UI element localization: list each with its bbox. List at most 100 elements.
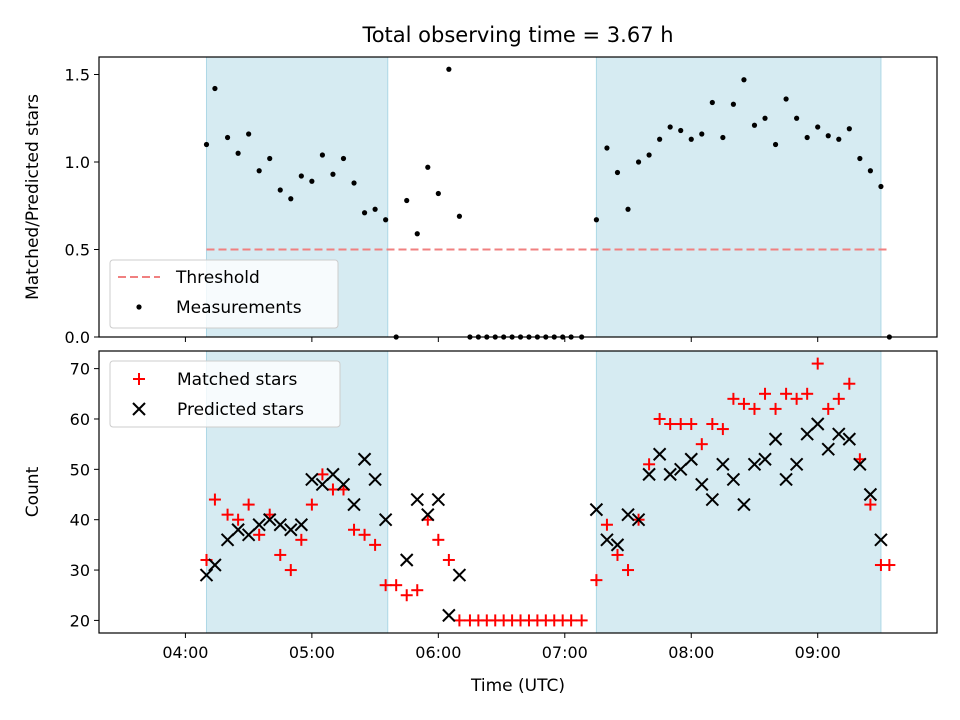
matched-point (379, 579, 392, 592)
matched-point (565, 614, 578, 627)
y-tick-label: 1.5 (65, 66, 90, 85)
predicted-point (273, 518, 287, 532)
measurement-point (614, 169, 621, 176)
measurement-point (298, 173, 304, 179)
predicted-point (684, 452, 698, 466)
predicted-point (600, 533, 614, 547)
matched-point (664, 418, 677, 431)
matched-point (685, 418, 698, 431)
predicted-point (768, 432, 783, 446)
predicted-point (747, 457, 762, 472)
measurement-point (414, 231, 420, 237)
predicted-point (294, 518, 309, 532)
series-measurements (203, 66, 892, 340)
predicted-point (705, 492, 720, 507)
matched-point (769, 402, 782, 415)
legend-predicted-label: Predicted stars (177, 400, 304, 420)
matched-point (643, 458, 656, 471)
predicted-point (621, 507, 635, 522)
measurement-point (277, 187, 283, 193)
legend-matched-swatch (133, 373, 145, 385)
matched-point (316, 468, 329, 481)
measurement-point (646, 152, 652, 158)
predicted-point (208, 558, 222, 572)
matched-point (390, 579, 403, 592)
predicted-point (652, 447, 667, 461)
x-tick-label: 08:00 (668, 643, 714, 662)
matched-point (221, 508, 234, 521)
legend-measurements-swatch (136, 304, 142, 310)
measurement-point (435, 190, 441, 197)
matched-point (780, 387, 793, 400)
predicted-point (800, 427, 814, 441)
matched-point (748, 402, 761, 415)
predicted-point (452, 568, 467, 582)
predicted-point (789, 457, 804, 472)
predicted-point (695, 477, 709, 492)
matched-point (790, 392, 803, 405)
measurement-point (361, 210, 368, 216)
matched-point (759, 387, 772, 400)
predicted-point (241, 528, 256, 542)
count-panel: 20 30 40 50 60 70 04:00 05:00 06:00 07:00 08:00 09:… (23, 350, 938, 662)
matched-point (832, 392, 845, 405)
matched-point (274, 548, 287, 561)
y-tick-label: 0.5 (65, 241, 90, 260)
x-tick-label: 05:00 (289, 643, 335, 662)
measurement-point (804, 134, 810, 141)
predicted-point (726, 472, 741, 487)
matched-point (284, 564, 297, 577)
measurement-point (446, 66, 452, 72)
y-axis-label: Matched/Predicted stars (23, 94, 43, 300)
measurement-point (309, 178, 315, 184)
measurement-point (657, 136, 663, 142)
measurement-point (635, 159, 642, 165)
legend-matched-label: Matched stars (177, 370, 297, 390)
measurement-point (867, 168, 873, 174)
measurement-point (340, 155, 347, 162)
matched-point (590, 574, 603, 587)
measurement-point (351, 180, 357, 186)
predicted-point (589, 502, 604, 517)
predicted-point (674, 462, 688, 477)
measurement-point (224, 134, 231, 141)
predicted-point (716, 457, 730, 472)
matched-point (611, 548, 624, 561)
x-tick-label: 09:00 (795, 643, 841, 662)
measurement-point (751, 122, 758, 128)
measurement-point (319, 152, 326, 158)
ratio-panel: 0.0 0.5 1.0 1.5 Matched/Predicted stars Thre… (23, 56, 938, 347)
predicted-point (642, 467, 656, 482)
matched-point (801, 387, 814, 400)
matched-point (326, 483, 339, 496)
predicted-point (326, 467, 340, 482)
matched-point (674, 418, 687, 431)
predicted-point (410, 492, 424, 507)
x-tick-label: 06:00 (415, 643, 461, 662)
matched-point (737, 397, 750, 410)
chart-title: Total observing time = 3.67 h (361, 23, 673, 47)
legend-predicted-swatch (132, 402, 146, 416)
predicted-point (421, 507, 435, 522)
predicted-point (336, 477, 351, 492)
series-matched-stars (200, 357, 896, 627)
x-axis-label: Time (UTC) (470, 676, 565, 696)
measurement-point (383, 217, 389, 223)
measurement-point (256, 168, 262, 174)
matched-point (600, 518, 613, 531)
matched-point (843, 377, 856, 390)
matched-point (232, 513, 245, 526)
matched-point (400, 589, 413, 602)
matched-point (622, 564, 635, 577)
measurement-point (203, 141, 210, 148)
predicted-point (263, 512, 277, 527)
predicted-point (811, 417, 825, 431)
predicted-point (357, 452, 372, 466)
axes-frame (98, 350, 938, 634)
measurement-point (667, 124, 673, 130)
matched-point (864, 498, 877, 511)
matched-point (442, 553, 455, 566)
measurement-point (604, 145, 610, 151)
legend-measurements-label: Measurements (176, 298, 302, 318)
